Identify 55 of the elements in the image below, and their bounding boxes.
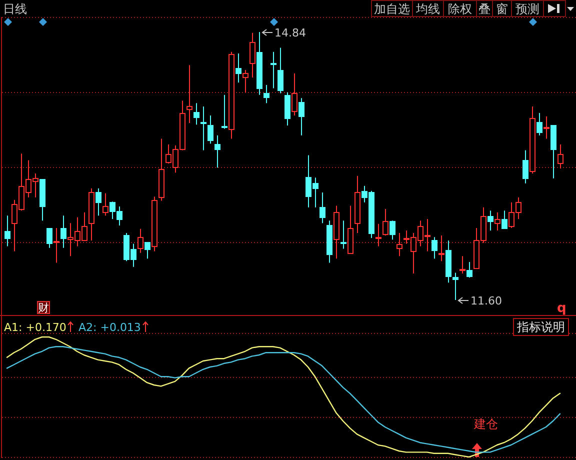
candlestick [46, 228, 52, 248]
candlestick [390, 220, 396, 240]
candlestick [222, 94, 228, 130]
candlestick [320, 192, 326, 224]
text: 均线 [415, 2, 440, 16]
candlestick [432, 236, 438, 260]
candlestick [96, 188, 102, 216]
candlestick [60, 215, 66, 248]
candlestick [138, 228, 144, 254]
candlestick [502, 210, 508, 230]
candlestick [460, 256, 466, 274]
candlestick [382, 208, 388, 236]
text: 加自选 [374, 2, 410, 16]
text: 窗 [496, 2, 508, 16]
text: 预测 [516, 2, 540, 16]
series-label: A1: +0.170 [4, 321, 66, 334]
candlestick [488, 210, 494, 232]
candlestick [194, 102, 200, 126]
annotation: 建仓 [473, 417, 498, 431]
candlestick [376, 223, 382, 247]
candlestick [200, 106, 206, 151]
candlestick [438, 234, 444, 262]
annotation: 14.84 [274, 26, 306, 40]
candlestick [214, 134, 220, 168]
candlestick [522, 150, 528, 184]
series-label: A2: +0.013 [78, 321, 141, 334]
candlestick [54, 228, 60, 264]
candlestick [536, 112, 542, 136]
candlestick [208, 115, 214, 144]
candlestick [4, 215, 10, 247]
candlestick [278, 47, 284, 94]
text: 指标说明 [516, 320, 565, 334]
candlestick [550, 124, 556, 179]
candlestick [544, 116, 550, 140]
text: 除权 [448, 2, 472, 16]
candlestick [558, 144, 564, 169]
candlestick [466, 261, 472, 278]
candlestick [236, 53, 242, 83]
candlestick [102, 192, 108, 216]
candlestick [396, 232, 402, 257]
annotation: 11.60 [470, 294, 502, 308]
candlestick [340, 220, 346, 250]
candlestick [292, 72, 298, 116]
candlestick [144, 242, 150, 260]
candlestick [494, 212, 500, 232]
candlestick [186, 64, 192, 124]
candlestick [270, 51, 276, 89]
candlestick [284, 92, 290, 126]
candlestick [298, 98, 304, 136]
candlestick [452, 272, 458, 300]
text: q [557, 301, 566, 316]
candlestick [264, 84, 270, 104]
chart-title: 日线 [3, 2, 27, 16]
candlestick [242, 70, 248, 93]
candlestick [250, 32, 256, 78]
